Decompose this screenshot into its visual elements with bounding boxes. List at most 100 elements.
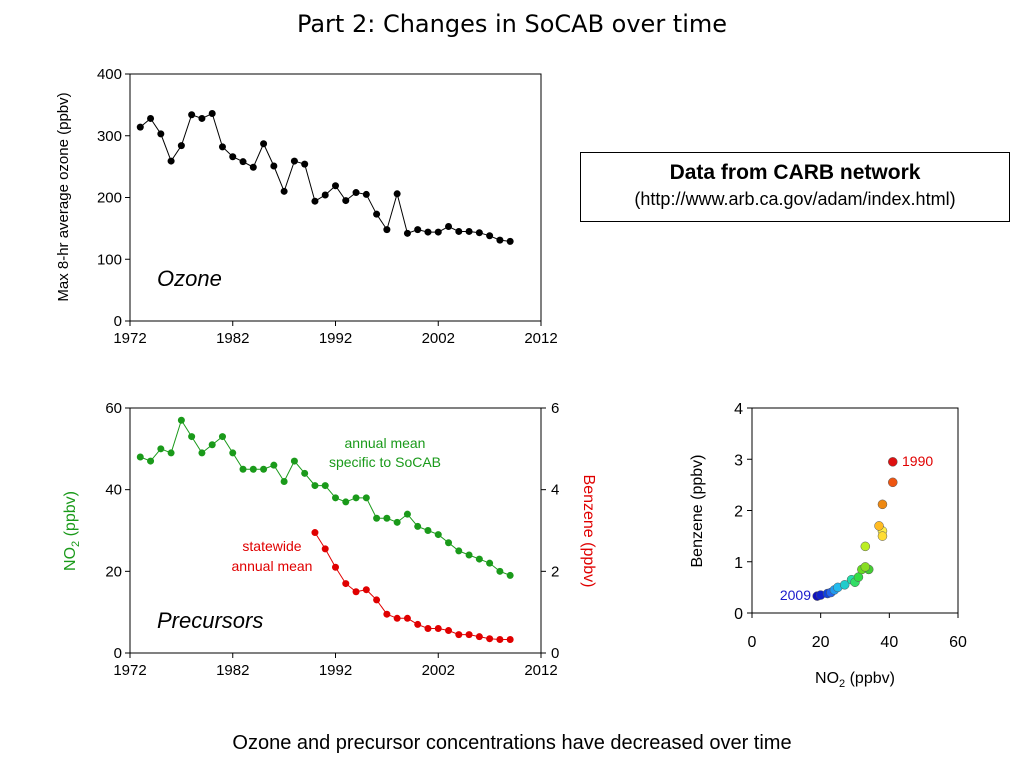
no2-data-point <box>486 559 494 567</box>
benzene-data-point <box>414 620 422 628</box>
benzene-data-point <box>311 529 319 537</box>
no2-data-point <box>157 445 165 453</box>
scatter-start-year-label: 1990 <box>902 453 933 469</box>
ozone-data-point <box>332 182 339 190</box>
no2-data-point <box>239 465 247 473</box>
scatter-x-tick-label: 20 <box>812 634 830 651</box>
scatter-y-tick-label: 2 <box>734 504 743 521</box>
benzene-data-point <box>475 633 483 641</box>
ozone-y-tick-label: 300 <box>97 128 122 145</box>
scatter-data-point <box>877 499 888 510</box>
no2-data-point <box>167 449 175 457</box>
scatter-y-tick-label: 0 <box>734 606 743 623</box>
no2-data-point <box>198 449 206 457</box>
ozone-data-point <box>362 190 370 198</box>
ozone-data-point <box>445 223 453 231</box>
ozone-data-point <box>465 227 473 235</box>
benzene-data-point <box>342 580 350 588</box>
scatter-x-tick-label: 60 <box>949 634 967 651</box>
benzene-data-point <box>393 614 401 622</box>
no2-data-point <box>393 518 401 526</box>
no2-data-point <box>321 482 329 490</box>
ozone-data-point <box>403 229 411 237</box>
benzene-series-label-line-1: statewide <box>242 538 301 554</box>
ozone-data-point <box>383 226 391 234</box>
ozone-data-point <box>486 232 494 240</box>
benzene-series-label-line-2: annual mean <box>232 558 313 574</box>
no2-y-tick-label: 20 <box>105 563 122 580</box>
benzene-data-point <box>496 636 504 644</box>
benzene-series-points <box>311 529 514 644</box>
scatter-end-year-label: 2009 <box>780 587 811 603</box>
benzene-data-point <box>486 635 494 643</box>
benzene-data-point <box>424 625 432 632</box>
ozone-y-tick-label: 200 <box>97 190 122 207</box>
no2-y-tick-label: 40 <box>105 482 122 499</box>
ozone-data-point <box>157 130 165 138</box>
ozone-data-point <box>208 110 216 118</box>
benzene-y-tick-label: 4 <box>551 482 559 499</box>
benzene-data-point <box>362 586 370 594</box>
ozone-data-point <box>280 187 288 195</box>
scatter-data-point <box>874 521 884 531</box>
no2-data-point <box>311 482 319 490</box>
precursors-x-tick-label: 2012 <box>524 662 557 679</box>
ozone-data-point <box>475 229 483 237</box>
scatter-x-axis-label: NO2 (ppbv) <box>815 670 895 690</box>
ozone-data-point <box>455 227 463 235</box>
ozone-data-point <box>136 123 144 131</box>
no2-data-point <box>506 571 514 579</box>
ozone-y-ticks: 0 100 200 300 400 <box>97 66 130 330</box>
ozone-data-point <box>496 236 504 244</box>
benzene-data-point <box>373 596 381 604</box>
scatter-x-ticks: 0 20 40 60 <box>748 613 967 651</box>
data-source-title: Data from CARB network <box>669 161 921 184</box>
precursors-chart: 0 20 40 60 0 2 4 6 1972 1982 1992 2002 2012 NO2 (p… <box>62 400 597 679</box>
ozone-data-point <box>249 163 257 171</box>
ozone-x-tick-label: 1982 <box>216 330 249 347</box>
ozone-data-point <box>342 197 350 205</box>
benzene-data-point <box>403 614 411 622</box>
scatter-data-point <box>860 541 871 552</box>
ozone-x-tick-label: 1992 <box>319 330 352 347</box>
no2-data-point <box>147 457 155 465</box>
no2-data-point <box>445 539 453 547</box>
scatter-y-tick-label: 4 <box>734 401 743 418</box>
no2-series-label-line-2: specific to SoCAB <box>329 454 441 470</box>
scatter-y-tick-label: 3 <box>734 452 743 469</box>
scatter-y-ticks: 0 1 2 3 4 <box>734 401 752 623</box>
scatter-data-point <box>839 580 850 590</box>
ozone-data-point <box>260 140 268 148</box>
no2-data-point <box>455 547 463 555</box>
no2-data-point <box>342 498 350 506</box>
ozone-series-points <box>136 110 514 245</box>
no2-data-point <box>362 494 370 502</box>
no2-data-point <box>465 551 473 559</box>
no2-data-point <box>249 465 257 473</box>
no2-data-point <box>414 522 422 530</box>
precursors-x-tick-label: 1972 <box>113 662 146 679</box>
no2-data-point <box>229 449 237 457</box>
no2-data-point <box>352 494 360 502</box>
ozone-data-point <box>393 190 401 198</box>
ozone-data-point <box>229 153 237 161</box>
no2-data-point <box>177 416 185 424</box>
precursors-right-y-ticks: 0 2 4 6 <box>541 400 559 662</box>
ozone-y-tick-label: 400 <box>97 66 122 83</box>
no2-data-point <box>301 469 309 477</box>
benzene-data-point <box>434 625 442 632</box>
benzene-data-point <box>455 631 463 639</box>
ozone-data-point <box>434 228 442 236</box>
benzene-data-point <box>506 636 514 644</box>
scatter-y-axis-label: Benzene (ppbv) <box>689 455 706 568</box>
benzene-data-point <box>321 545 329 553</box>
ozone-y-tick-label: 0 <box>114 313 122 330</box>
scatter-y-tick-label: 1 <box>734 555 743 572</box>
benzene-data-point <box>465 631 473 639</box>
no2-y-axis-label: NO2 (ppbv) <box>62 491 82 571</box>
no2-data-point <box>424 527 432 534</box>
ozone-data-point <box>270 162 278 170</box>
precursors-x-tick-label: 2002 <box>422 662 455 679</box>
scatter-x-tick-label: 40 <box>880 634 898 651</box>
